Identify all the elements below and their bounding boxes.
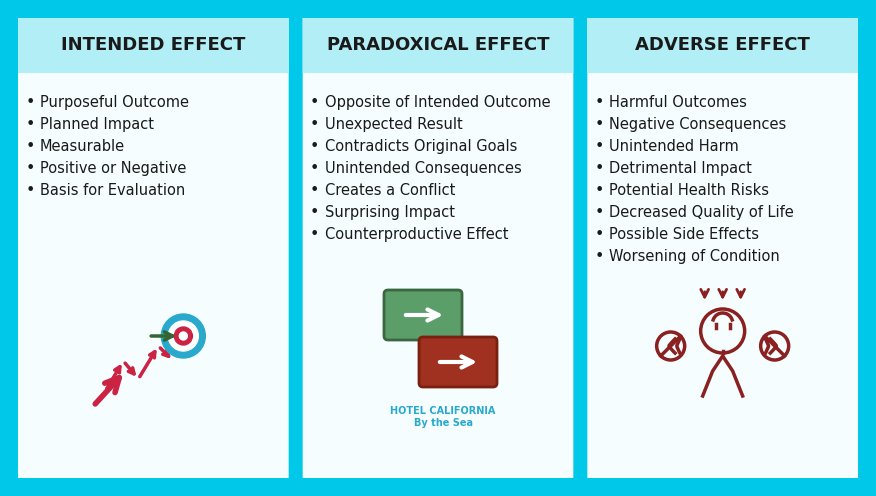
Text: •: • xyxy=(595,161,604,176)
FancyBboxPatch shape xyxy=(303,18,573,73)
FancyBboxPatch shape xyxy=(18,18,289,73)
Text: Unexpected Result: Unexpected Result xyxy=(325,117,463,132)
Text: Detrimental Impact: Detrimental Impact xyxy=(610,161,752,176)
Text: Surprising Impact: Surprising Impact xyxy=(325,205,455,220)
Text: Negative Consequences: Negative Consequences xyxy=(610,117,787,132)
Text: •: • xyxy=(25,139,35,154)
Text: •: • xyxy=(310,183,320,198)
Text: Positive or Negative: Positive or Negative xyxy=(40,161,187,176)
FancyBboxPatch shape xyxy=(18,18,289,478)
Text: •: • xyxy=(25,161,35,176)
Circle shape xyxy=(168,321,198,351)
Text: Opposite of Intended Outcome: Opposite of Intended Outcome xyxy=(325,95,550,110)
Circle shape xyxy=(161,314,205,358)
Text: Harmful Outcomes: Harmful Outcomes xyxy=(610,95,747,110)
Text: Potential Health Risks: Potential Health Risks xyxy=(610,183,769,198)
Text: Creates a Conflict: Creates a Conflict xyxy=(325,183,455,198)
FancyBboxPatch shape xyxy=(419,337,497,387)
Circle shape xyxy=(180,332,187,340)
FancyBboxPatch shape xyxy=(303,18,573,478)
Text: •: • xyxy=(595,205,604,220)
Text: HOTEL CALIFORNIA
By the Sea: HOTEL CALIFORNIA By the Sea xyxy=(391,406,496,428)
Text: •: • xyxy=(595,139,604,154)
Text: •: • xyxy=(25,117,35,132)
Text: •: • xyxy=(595,95,604,110)
Text: •: • xyxy=(25,183,35,198)
Text: •: • xyxy=(310,161,320,176)
Text: Planned Impact: Planned Impact xyxy=(40,117,154,132)
Text: •: • xyxy=(595,183,604,198)
Text: Unintended Consequences: Unintended Consequences xyxy=(325,161,521,176)
FancyBboxPatch shape xyxy=(587,18,858,478)
FancyBboxPatch shape xyxy=(587,18,858,73)
Text: Counterproductive Effect: Counterproductive Effect xyxy=(325,227,508,242)
Text: •: • xyxy=(595,249,604,264)
Circle shape xyxy=(174,327,193,345)
Text: •: • xyxy=(25,95,35,110)
Text: Decreased Quality of Life: Decreased Quality of Life xyxy=(610,205,794,220)
Text: •: • xyxy=(310,117,320,132)
Text: •: • xyxy=(310,205,320,220)
Text: Measurable: Measurable xyxy=(40,139,125,154)
Text: •: • xyxy=(595,117,604,132)
Text: INTENDED EFFECT: INTENDED EFFECT xyxy=(61,37,245,55)
Text: Purposeful Outcome: Purposeful Outcome xyxy=(40,95,189,110)
Text: Worsening of Condition: Worsening of Condition xyxy=(610,249,781,264)
Text: •: • xyxy=(310,95,320,110)
Text: ADVERSE EFFECT: ADVERSE EFFECT xyxy=(635,37,810,55)
Text: Contradicts Original Goals: Contradicts Original Goals xyxy=(325,139,517,154)
Text: •: • xyxy=(310,139,320,154)
Text: •: • xyxy=(595,227,604,242)
Text: PARADOXICAL EFFECT: PARADOXICAL EFFECT xyxy=(327,37,549,55)
Text: Basis for Evaluation: Basis for Evaluation xyxy=(40,183,185,198)
Text: •: • xyxy=(310,227,320,242)
Text: Unintended Harm: Unintended Harm xyxy=(610,139,739,154)
Text: Possible Side Effects: Possible Side Effects xyxy=(610,227,759,242)
FancyBboxPatch shape xyxy=(384,290,462,340)
